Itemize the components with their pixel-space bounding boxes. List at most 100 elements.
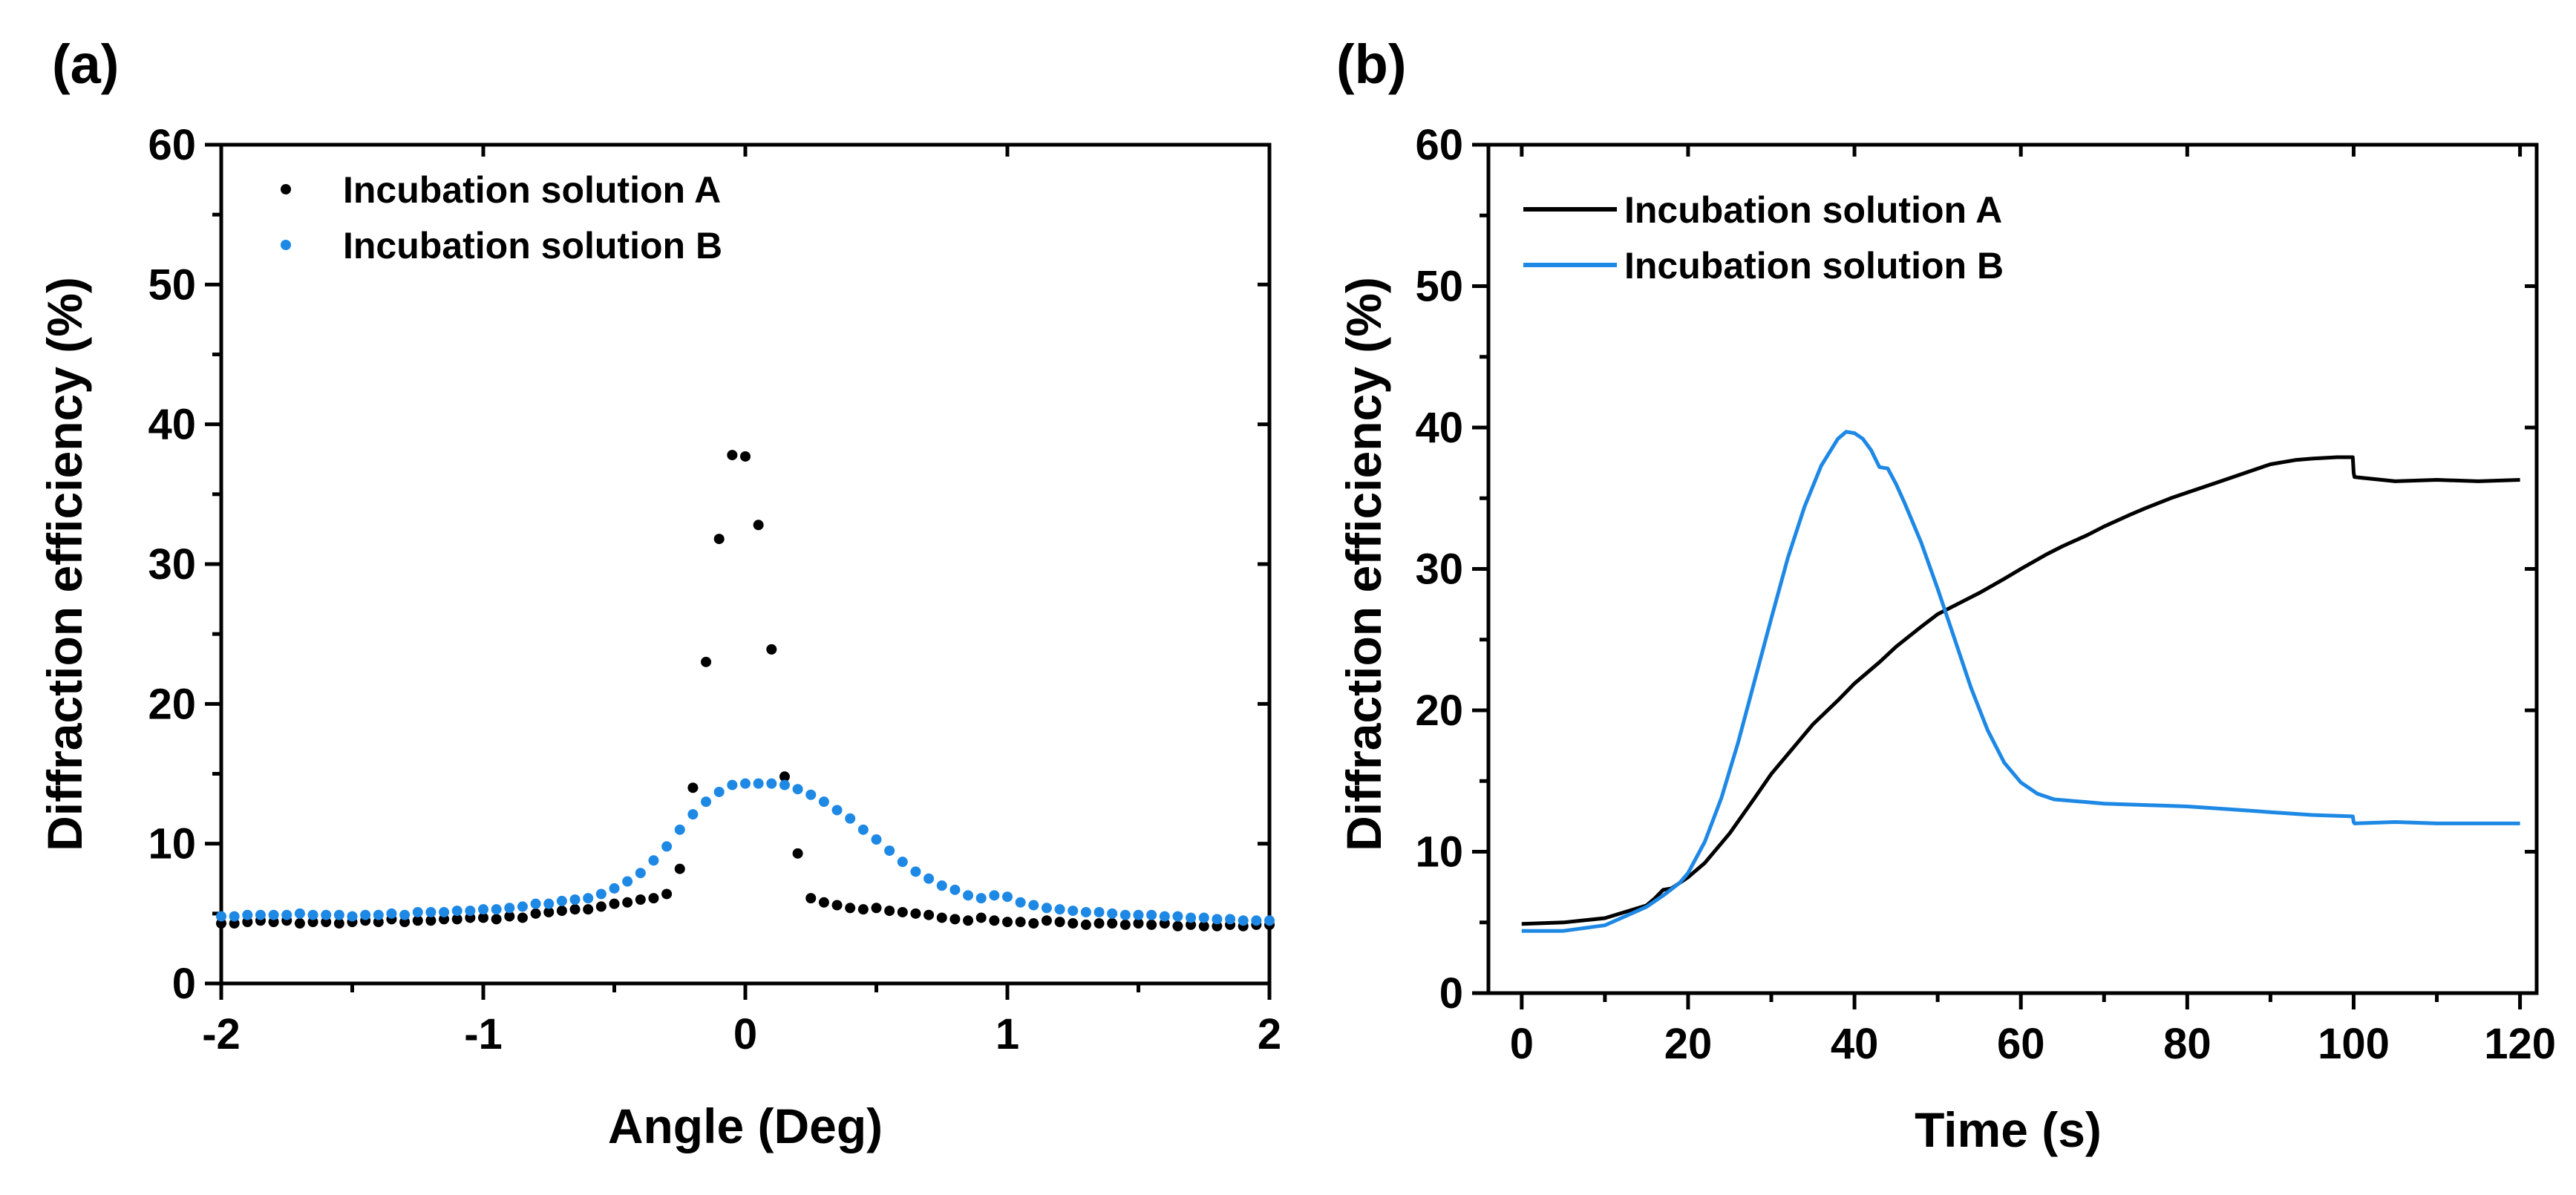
series-a-point <box>792 848 803 859</box>
series-a-point <box>753 520 764 531</box>
series-b-point <box>360 909 371 920</box>
series-b-line <box>1521 430 2520 933</box>
series-b-point <box>412 906 423 917</box>
series-b-point <box>399 909 411 920</box>
series-b-point <box>713 786 725 797</box>
series-b-point <box>1238 915 1249 926</box>
series-b-point <box>333 909 344 920</box>
series-b-point <box>491 904 502 915</box>
y-tick-label: 0 <box>1439 969 1463 1018</box>
series-b-point <box>439 906 450 917</box>
y-tick-label: 30 <box>1415 546 1463 594</box>
series-a-point <box>1041 915 1052 926</box>
series-b-point <box>949 884 961 895</box>
series-b-point <box>595 888 607 900</box>
series-a-point <box>1015 917 1026 928</box>
x-tick-label: 100 <box>2318 1020 2390 1068</box>
y-tick-label: 60 <box>1415 121 1463 169</box>
legend-marker-a <box>281 184 291 194</box>
series-a-point <box>412 915 423 926</box>
series-a-point <box>949 914 961 925</box>
series-a-point <box>701 656 712 667</box>
series-b-point <box>1080 906 1091 917</box>
series-b-point <box>1015 897 1026 908</box>
series-a-point <box>1028 918 1039 929</box>
series-a-point <box>687 782 699 793</box>
series-b-point <box>1198 912 1209 923</box>
series-b-point <box>727 779 738 790</box>
series-a-point <box>1172 920 1183 932</box>
series-b-point <box>831 805 843 816</box>
panel-a-label: (a) <box>52 33 119 95</box>
y-tick-label: 10 <box>1415 828 1463 877</box>
series-b-point <box>556 895 567 906</box>
series-b-point <box>1002 891 1013 903</box>
series-a-point <box>713 534 725 545</box>
series-b-point <box>740 778 751 789</box>
x-tick-label: 120 <box>2484 1020 2556 1068</box>
series-b-point <box>687 809 699 820</box>
series-a-point <box>884 906 895 917</box>
series-a-point <box>1094 918 1105 929</box>
y-tick-label: 60 <box>148 121 196 169</box>
series-b-point <box>818 796 829 808</box>
series-b-point <box>425 906 437 917</box>
panel-a-y-axis-label: Diffraction efficiency (%) <box>37 277 92 851</box>
series-a-point <box>294 918 305 929</box>
panel-b: (b) 0 20 40 60 80 100 120 0 10 20 30 40 50 60 Incubat… <box>1336 33 2556 1157</box>
series-a-point <box>910 908 921 919</box>
panel-b-label: (b) <box>1336 33 1407 95</box>
series-b-point <box>753 778 764 789</box>
y-tick-label: 40 <box>148 401 196 449</box>
series-a-point <box>845 903 856 914</box>
series-b-point <box>936 880 947 891</box>
series-a-point <box>936 912 947 923</box>
series-a-point <box>1080 919 1091 930</box>
series-b-point <box>281 909 292 920</box>
series-b-point <box>229 911 240 922</box>
panel-b-x-axis-label: Time (s) <box>1915 1102 2102 1157</box>
series-b-point <box>1107 908 1118 919</box>
series-a-point <box>504 911 515 922</box>
series-b-point <box>268 909 279 920</box>
series-a-point <box>805 893 817 904</box>
panel-a-legend: Incubation solution A Incubation solutio… <box>281 169 722 266</box>
series-b-point <box>1119 909 1131 920</box>
series-b-point <box>661 841 673 852</box>
series-a-point <box>1146 919 1157 930</box>
y-tick-label: 50 <box>148 261 196 309</box>
series-b-point <box>373 909 384 920</box>
series-a-point <box>831 900 843 911</box>
series-b-point <box>543 898 555 909</box>
series-b-point <box>674 824 685 835</box>
series-a-point <box>923 909 935 920</box>
series-a-point <box>727 450 738 461</box>
legend-label-a: Incubation solution A <box>343 169 721 211</box>
x-tick-label: 80 <box>2163 1020 2211 1068</box>
series-b-point <box>845 813 856 824</box>
series-b-point <box>1146 909 1157 920</box>
series-b-point <box>583 893 594 904</box>
series-a-point <box>989 915 1000 926</box>
y-tick-label: 0 <box>172 960 196 1008</box>
series-a-point <box>740 451 751 462</box>
series-a-point <box>818 897 829 908</box>
series-a-point <box>543 906 555 917</box>
legend-label-b: Incubation solution B <box>343 225 722 266</box>
series-b-point <box>1186 912 1197 923</box>
series-b-point <box>622 876 633 887</box>
series-b-point <box>255 909 266 920</box>
y-tick-label: 30 <box>148 540 196 589</box>
series-a-line <box>1521 455 2520 926</box>
series-b-point <box>871 834 882 845</box>
series-a-point <box>451 914 462 925</box>
panel-a-x-axis-label: Angle (Deg) <box>608 1099 883 1153</box>
x-tick-label: 0 <box>733 1010 757 1058</box>
series-a-point <box>897 906 908 917</box>
series-a-point <box>333 918 344 929</box>
panel-a-plot-frame <box>219 143 1272 986</box>
series-b-point <box>701 796 712 808</box>
series-a-point <box>556 906 567 917</box>
series-b-point <box>989 890 1000 901</box>
